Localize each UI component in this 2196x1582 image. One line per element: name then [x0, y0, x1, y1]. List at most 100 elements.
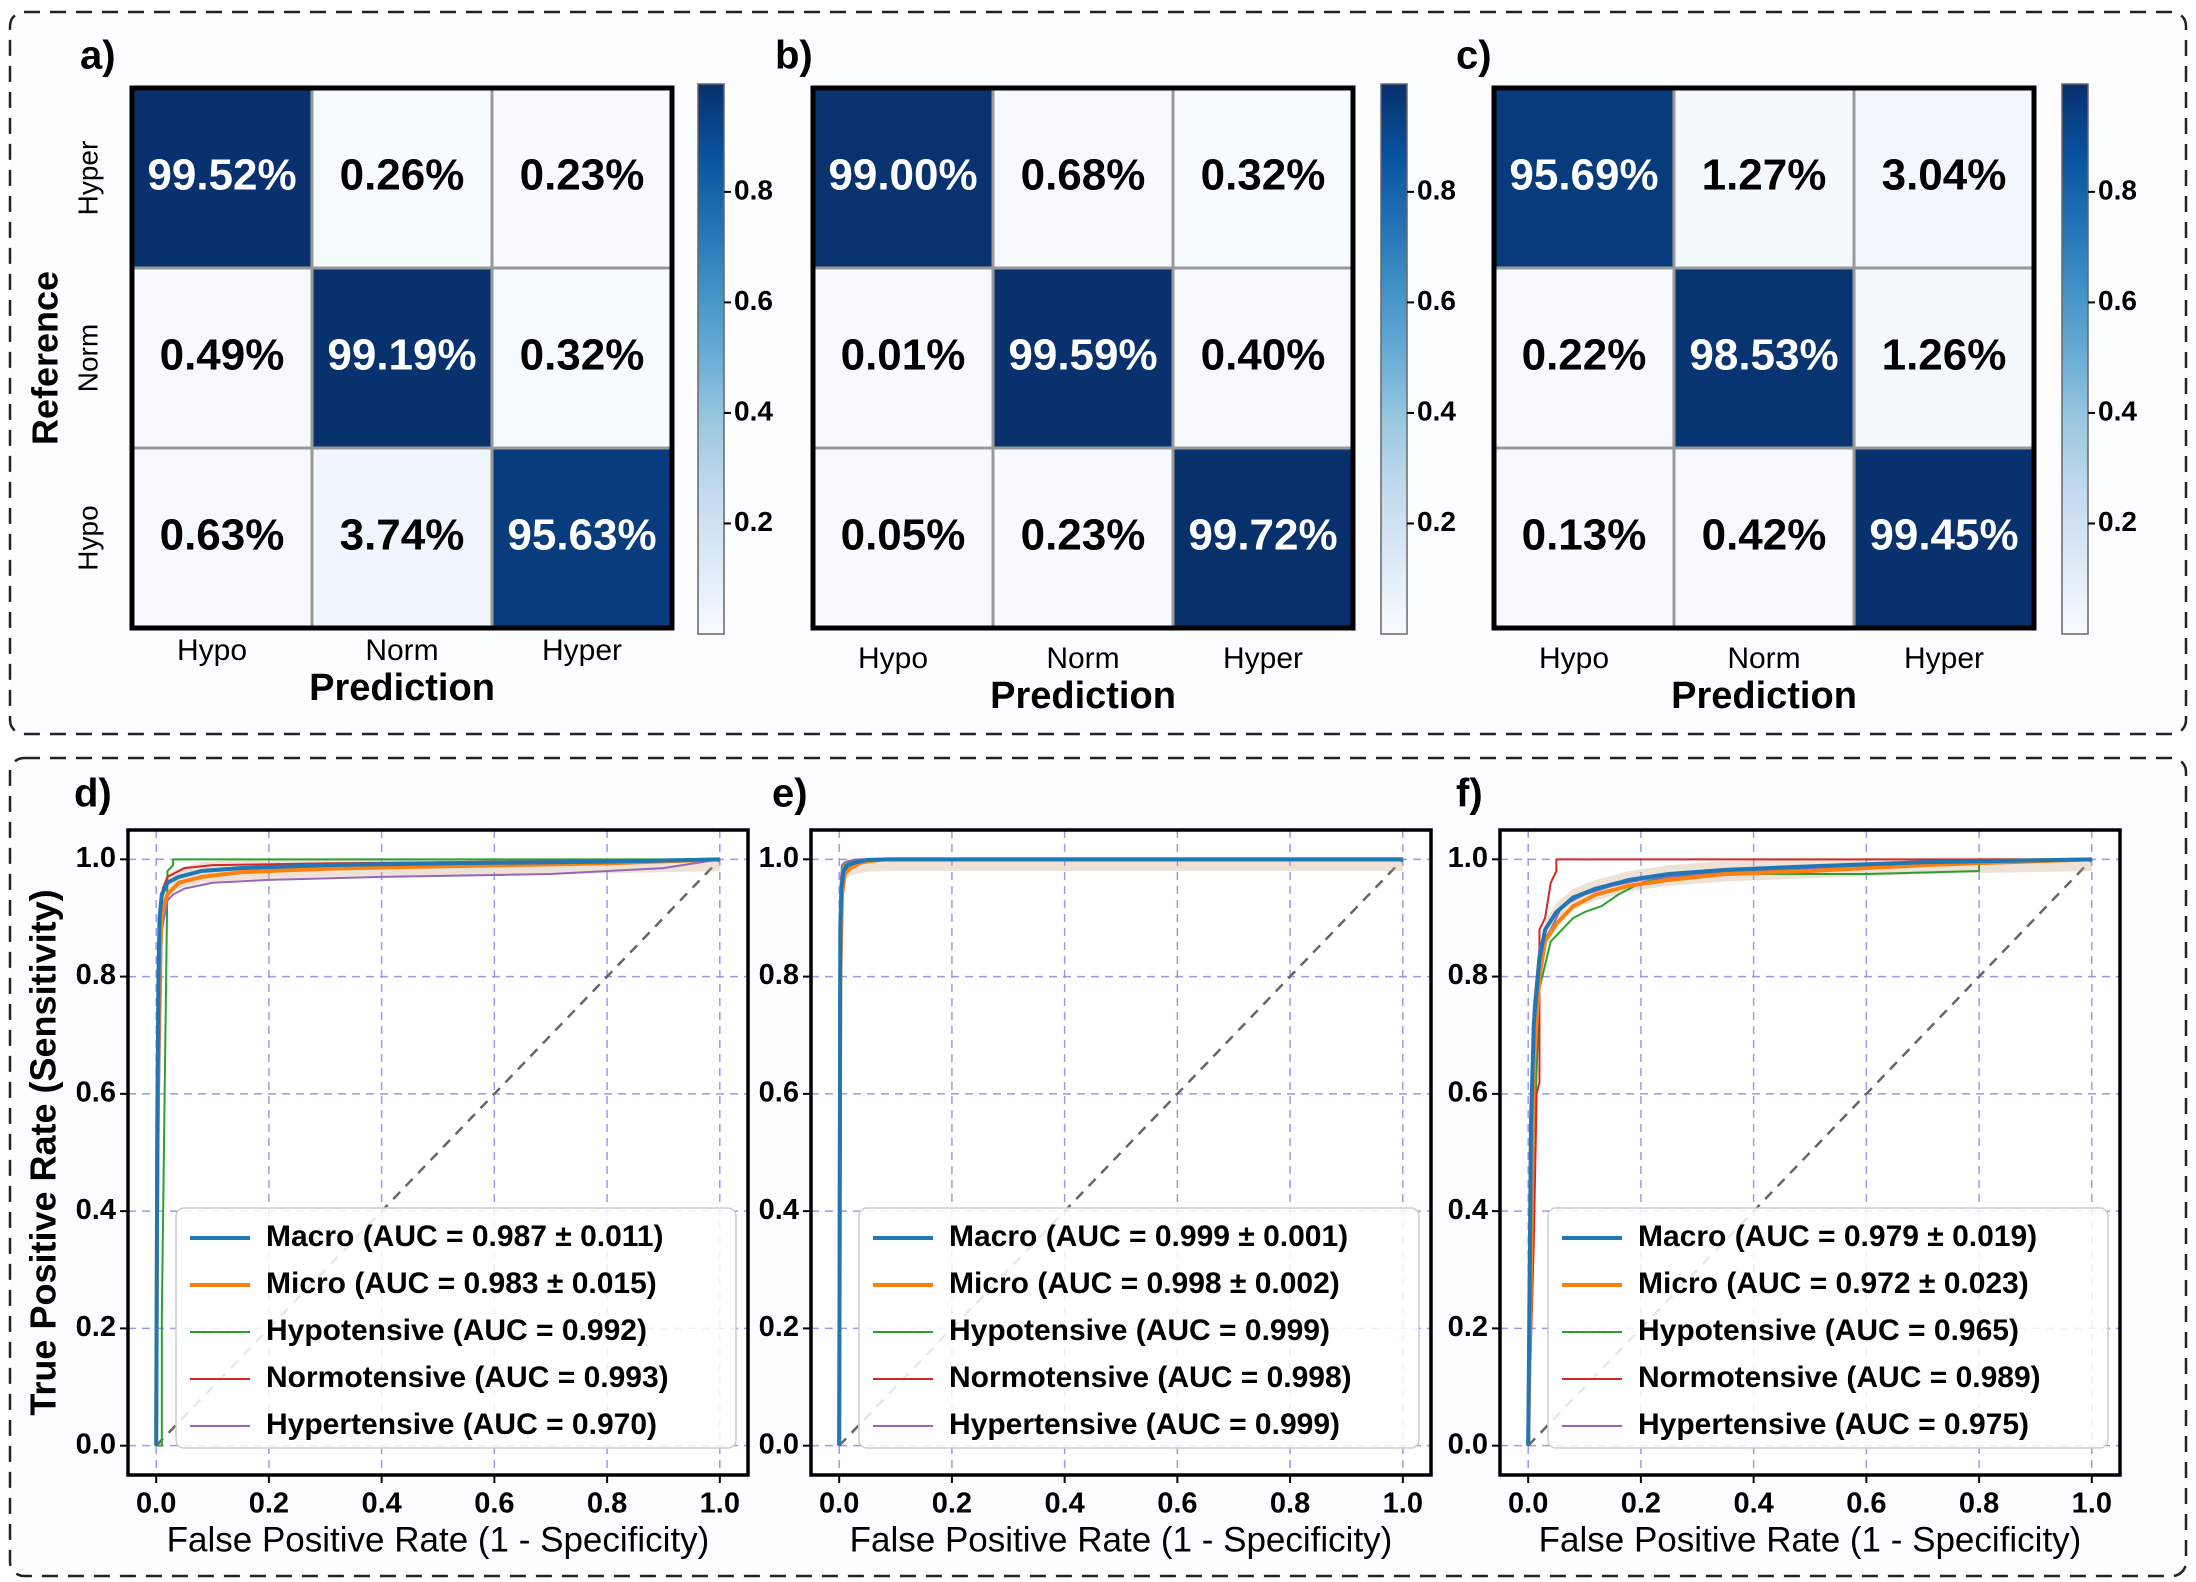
cm-value: 0.13%	[1522, 511, 1647, 560]
y-tick-label: 0.4	[1448, 1194, 1488, 1226]
cm-value: 1.26%	[1882, 331, 2007, 380]
y-tick-label: 1.0	[759, 842, 799, 874]
cm-ylabel: Reference	[25, 271, 66, 445]
colorbar-tick-label: 0.6	[734, 285, 773, 316]
cm-xlabel: Prediction	[990, 675, 1176, 717]
cm-col-label: Hypo	[177, 634, 247, 667]
cm-value: 0.26%	[340, 151, 465, 200]
y-tick-label: 0.2	[76, 1311, 116, 1343]
colorbar-tick-label: 0.4	[2098, 395, 2137, 426]
cm-value: 99.52%	[147, 151, 296, 200]
confusion-matrix-1: a) 99.52% 0.26% 0.23% 0.49% 99.19% 0.32% 0.63% 3…	[25, 34, 774, 709]
confusion-matrix-row: a) 99.52% 0.26% 0.23% 0.49% 99.19% 0.32% 0.63% 3…	[25, 34, 2138, 717]
cm-value: 99.72%	[1188, 511, 1337, 560]
colorbar	[2061, 83, 2089, 635]
x-tick-label: 0.4	[1044, 1488, 1084, 1520]
x-tick-label: 0.2	[249, 1488, 289, 1520]
cm-value: 0.32%	[520, 331, 645, 380]
legend-label-macro: Macro (AUC = 0.987 ± 0.011)	[266, 1220, 664, 1253]
x-tick-label: 0.8	[1959, 1488, 1999, 1520]
cm-value: 99.00%	[828, 151, 977, 200]
roc-line-macro	[154, 857, 720, 1446]
cm-value: 0.49%	[160, 331, 285, 380]
cm-col-label: Hyper	[1223, 642, 1303, 675]
cm-xlabel: Prediction	[309, 667, 495, 709]
plot-border	[809, 828, 1433, 1477]
panel-label: c)	[1456, 34, 1492, 78]
x-tick-label: 0.0	[1508, 1488, 1548, 1520]
cm-value: 0.68%	[1021, 151, 1146, 200]
roc-chart-1: d) 0.0 0.0 0.2 0.2 0.4 0.4 0.6 0.6 0.8 0.8 1.0 1.0 Ma…	[23, 772, 750, 1559]
x-tick-label: 0.6	[474, 1488, 514, 1520]
legend-label-micro: Micro (AUC = 0.998 ± 0.002)	[949, 1267, 1340, 1300]
colorbar-tick-label: 0.2	[1417, 506, 1456, 537]
cm-value: 0.22%	[1522, 331, 1647, 380]
cm-cell	[1852, 86, 2036, 270]
colorbar-tick-label: 0.8	[2098, 174, 2137, 205]
cm-col-label: Hypo	[858, 642, 928, 675]
x-tick-label: 0.4	[1733, 1488, 1773, 1520]
legend-label-norm: Normotensive (AUC = 0.989)	[1638, 1361, 2041, 1394]
cm-value: 0.01%	[841, 331, 966, 380]
legend-label-norm: Normotensive (AUC = 0.998)	[949, 1361, 1352, 1394]
y-tick-label: 0.6	[759, 1077, 799, 1109]
x-axis-label: False Positive Rate (1 - Specificity)	[167, 1520, 710, 1559]
roc-line-macro	[1526, 857, 2092, 1446]
panel-label: d)	[74, 772, 112, 816]
roc-row: d) 0.0 0.0 0.2 0.2 0.4 0.4 0.6 0.6 0.8 0.8 1.0 1.0 Ma…	[23, 772, 2122, 1559]
panel-label: e)	[772, 772, 808, 816]
x-tick-label: 0.6	[1846, 1488, 1886, 1520]
cm-value: 0.23%	[1021, 511, 1146, 560]
x-tick-label: 0.4	[361, 1488, 401, 1520]
roc-line-macro	[837, 857, 1403, 1446]
plot-border	[126, 828, 750, 1477]
x-axis-label: False Positive Rate (1 - Specificity)	[1539, 1520, 2082, 1559]
y-tick-label: 0.4	[76, 1194, 116, 1226]
cm-value: 3.74%	[340, 511, 465, 560]
cm-row-label: Hyper	[72, 141, 103, 216]
cm-cell	[1171, 446, 1355, 630]
cm-value: 1.27%	[1702, 151, 1827, 200]
y-tick-label: 0.2	[1448, 1311, 1488, 1343]
plot-border	[1498, 828, 2122, 1477]
x-tick-label: 0.2	[932, 1488, 972, 1520]
x-tick-label: 0.2	[1621, 1488, 1661, 1520]
colorbar-tick-label: 0.8	[1417, 174, 1456, 205]
cm-value: 0.23%	[520, 151, 645, 200]
y-tick-label: 1.0	[1448, 842, 1488, 874]
cm-value: 95.69%	[1509, 151, 1658, 200]
legend-label-macro: Macro (AUC = 0.999 ± 0.001)	[949, 1220, 1348, 1253]
legend-label-hyper: Hypertensive (AUC = 0.970)	[266, 1408, 657, 1441]
x-tick-label: 0.6	[1157, 1488, 1197, 1520]
cm-cell	[130, 86, 314, 270]
cm-cell	[1171, 266, 1355, 450]
cm-value: 0.42%	[1702, 511, 1827, 560]
cm-cell	[490, 446, 674, 630]
y-tick-label: 0.6	[76, 1077, 116, 1109]
y-tick-label: 0.0	[1448, 1428, 1488, 1460]
cm-value: 95.63%	[507, 511, 656, 560]
panel-label: a)	[80, 34, 116, 78]
cm-col-label: Norm	[1046, 642, 1119, 675]
cm-value: 98.53%	[1689, 331, 1838, 380]
x-tick-label: 1.0	[700, 1488, 740, 1520]
roc-chart-3: f) 0.0 0.0 0.2 0.2 0.4 0.4 0.6 0.6 0.8 0.8 1.0 1.0 Ma…	[1448, 772, 2122, 1559]
cm-value: 0.05%	[841, 511, 966, 560]
legend-label-macro: Macro (AUC = 0.979 ± 0.019)	[1638, 1220, 2037, 1253]
cm-col-label: Norm	[365, 634, 438, 667]
legend-box	[175, 1207, 737, 1449]
cm-col-label: Hypo	[1539, 642, 1609, 675]
y-tick-label: 1.0	[76, 842, 116, 874]
y-tick-label: 0.2	[759, 1311, 799, 1343]
colorbar-tick-label: 0.4	[734, 395, 773, 426]
cm-cell	[130, 446, 314, 630]
y-tick-label: 0.8	[76, 959, 116, 991]
cm-value: 0.32%	[1201, 151, 1326, 200]
cm-cell	[991, 266, 1175, 450]
legend-label-micro: Micro (AUC = 0.983 ± 0.015)	[266, 1267, 657, 1300]
y-tick-label: 0.8	[1448, 959, 1488, 991]
cm-value: 99.45%	[1869, 511, 2018, 560]
x-axis-label: False Positive Rate (1 - Specificity)	[850, 1520, 1393, 1559]
colorbar-tick-label: 0.4	[1417, 395, 1456, 426]
